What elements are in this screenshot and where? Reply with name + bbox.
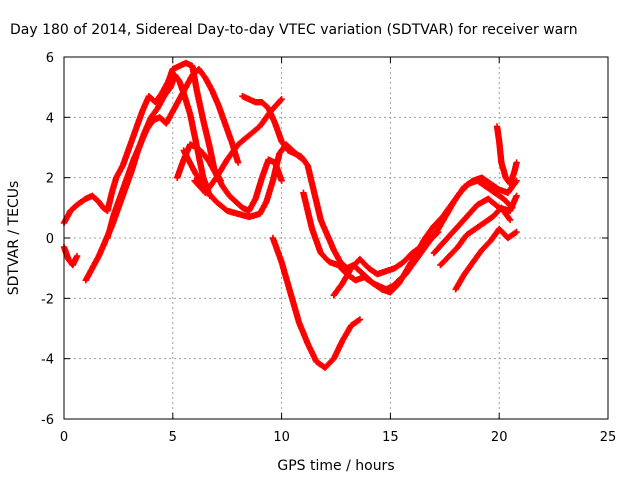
data-point-markers [269,234,364,371]
chart-title: Day 180 of 2014, Sidereal Day-to-day VTE… [10,22,578,38]
plot-frame [63,56,609,420]
y-tick-label: 2 [46,172,54,187]
y-tick-label: -2 [41,292,54,307]
data-track [300,177,516,296]
data-track [452,225,520,293]
y-tick-label: 0 [46,232,54,247]
data-point-markers [426,174,520,245]
data-points [60,59,520,371]
y-tick-label: 6 [46,51,54,66]
data-track [493,123,520,187]
data-track [437,204,514,269]
y-tick-label: 4 [46,111,54,126]
data-point-markers [330,234,433,299]
x-tick-label: 20 [491,430,508,445]
data-point-markers [300,177,516,296]
x-axis-label: GPS time / hours [277,458,394,474]
data-track [426,174,520,245]
x-tick-label: 10 [273,430,290,445]
data-track [269,234,364,371]
y-tick-label: -4 [41,353,54,368]
x-tick-label: 25 [600,430,617,445]
x-tick-label: 5 [169,430,177,445]
y-tick-label: -6 [41,413,54,428]
x-tick-label: 15 [382,430,399,445]
data-track [330,234,433,299]
y-axis-label: SDTVAR / TECUs [6,181,22,296]
grid [64,57,608,419]
data-point-markers [452,225,520,293]
axis-ticks: 0 5 10 15 20 25 -6 -4 -2 0 2 4 6 [41,51,616,445]
data-point-markers [493,123,520,187]
data-track [104,65,242,242]
x-tick-label: 0 [60,430,68,445]
data-point-markers [104,65,242,242]
data-point-markers [437,204,514,269]
